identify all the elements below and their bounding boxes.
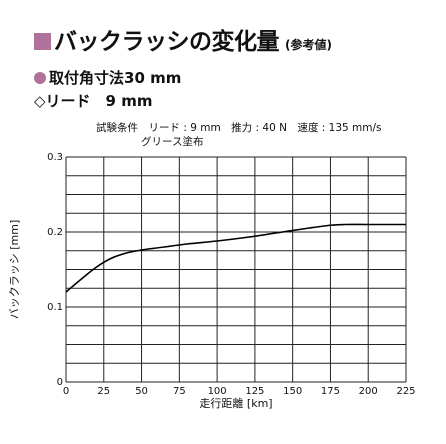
y-tick-label: 0.3 xyxy=(47,152,63,163)
y-tick-label: 0.1 xyxy=(47,302,63,313)
x-tick-label: 50 xyxy=(135,386,148,397)
series-line xyxy=(65,223,406,293)
x-axis-ticks: 0 25 50 75 100 125 150 175 200 225 xyxy=(63,386,416,397)
x-axis-label: 走行距離 [km] xyxy=(199,396,272,410)
x-tick-label: 0 xyxy=(63,386,69,397)
test-conditions-grease: グリース塗布 xyxy=(141,136,204,148)
title-square-marker xyxy=(34,33,51,50)
x-tick-label: 25 xyxy=(97,386,110,397)
x-tick-label: 75 xyxy=(173,386,186,397)
y-tick-label: 0 xyxy=(57,377,63,388)
y-tick-label: 0.2 xyxy=(47,227,63,238)
y-axis-ticks: 0 0.1 0.2 0.3 xyxy=(47,152,63,388)
spec-mount-size: 取付角寸法30 mm xyxy=(34,67,181,88)
title-text: バックラッシの変化量 xyxy=(54,29,280,55)
chart-title: バックラッシの変化量 (参考値) xyxy=(34,22,332,56)
bullet-dot-icon xyxy=(34,71,46,84)
x-tick-label: 175 xyxy=(321,386,340,397)
x-tick-label: 225 xyxy=(396,386,415,397)
chart-series xyxy=(65,223,406,293)
title-note: (参考値) xyxy=(285,38,332,52)
spec-lead: ◇リード 9 mm xyxy=(34,92,153,110)
spec-mount-text: 取付角寸法30 mm xyxy=(49,69,182,87)
y-axis-label: バックラッシ [mm] xyxy=(8,220,21,320)
chart-grid xyxy=(65,156,407,383)
x-tick-label: 100 xyxy=(208,386,227,397)
x-tick-label: 150 xyxy=(283,386,302,397)
x-tick-label: 125 xyxy=(245,386,264,397)
x-tick-label: 200 xyxy=(359,386,378,397)
test-conditions: 試験条件 リード : 9 mm 推力 : 40 N 速度 : 135 mm/s xyxy=(96,122,382,134)
